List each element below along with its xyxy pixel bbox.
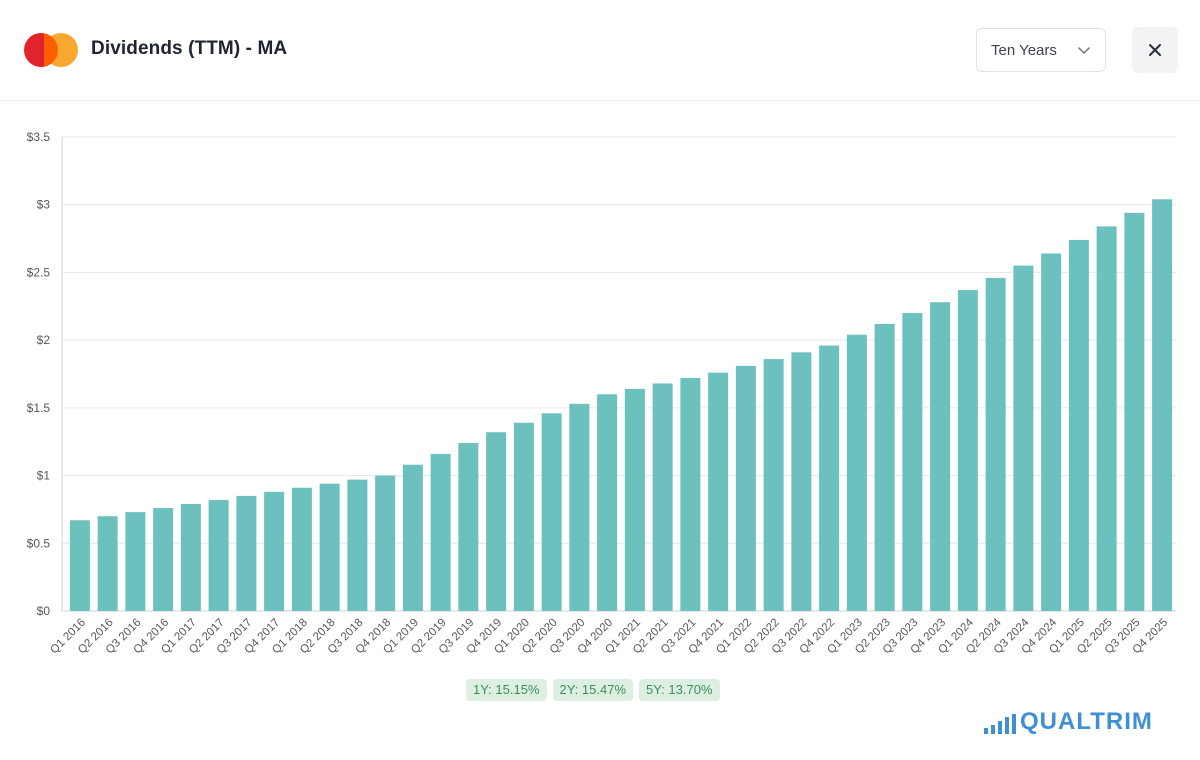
growth-badges: 1Y: 15.15% 2Y: 15.47% 5Y: 13.70%	[466, 679, 726, 703]
time-range-value: Ten Years	[991, 42, 1057, 59]
bar	[125, 512, 146, 611]
bar	[291, 487, 312, 611]
bar	[735, 365, 756, 611]
chevron-down-icon	[1078, 47, 1090, 54]
brand-name: QUALTRIM	[1020, 708, 1153, 735]
bar	[1013, 265, 1034, 611]
bar	[208, 499, 229, 611]
bar	[652, 383, 673, 611]
bar	[402, 464, 423, 611]
y-tick-label: $2.5	[27, 265, 51, 279]
growth-badge-5y: 5Y: 13.70%	[639, 679, 720, 701]
bar	[458, 443, 479, 611]
bar	[708, 372, 729, 611]
close-icon	[1149, 44, 1161, 56]
y-tick-label: $1.5	[27, 401, 51, 415]
bar	[680, 378, 701, 611]
bar	[1124, 212, 1145, 611]
bar	[624, 388, 645, 611]
close-button[interactable]	[1132, 27, 1178, 73]
bar	[846, 334, 867, 611]
y-tick-label: $0	[37, 604, 51, 618]
bar	[97, 516, 118, 611]
bar	[1068, 239, 1089, 611]
chart-header: Dividends (TTM) - MA Ten Years	[0, 0, 1200, 101]
bar	[69, 520, 90, 611]
growth-badge-1y: 1Y: 15.15%	[466, 679, 547, 701]
y-tick-label: $1	[37, 469, 51, 483]
bar	[763, 359, 784, 611]
y-tick-label: $3.5	[27, 130, 51, 144]
bar	[1041, 253, 1062, 611]
bar	[874, 323, 895, 611]
bar	[597, 394, 618, 611]
time-range-dropdown[interactable]: Ten Years	[976, 28, 1106, 72]
bar	[319, 483, 340, 611]
mastercard-logo-icon	[24, 33, 78, 67]
bar	[180, 504, 201, 611]
chart-title: Dividends (TTM) - MA	[91, 38, 288, 59]
bar	[375, 475, 396, 611]
growth-badge-2y: 2Y: 15.47%	[552, 679, 633, 701]
bar	[513, 422, 534, 611]
bar	[930, 302, 951, 611]
y-tick-label: $0.5	[27, 536, 51, 550]
bar	[902, 313, 923, 611]
bar	[153, 508, 174, 611]
bar	[791, 352, 812, 611]
bar	[347, 479, 368, 611]
bar	[569, 403, 590, 611]
bar	[430, 453, 451, 611]
bar	[957, 290, 978, 611]
bar	[1152, 199, 1173, 611]
y-tick-label: $3	[37, 198, 51, 212]
bar-chart-icon	[984, 714, 1016, 734]
bar	[236, 495, 257, 611]
bar	[486, 432, 507, 611]
bar	[1096, 226, 1117, 611]
y-tick-label: $2	[37, 333, 51, 347]
bar	[541, 413, 562, 611]
bar	[264, 491, 285, 611]
bar	[985, 277, 1006, 611]
bar	[819, 345, 840, 611]
